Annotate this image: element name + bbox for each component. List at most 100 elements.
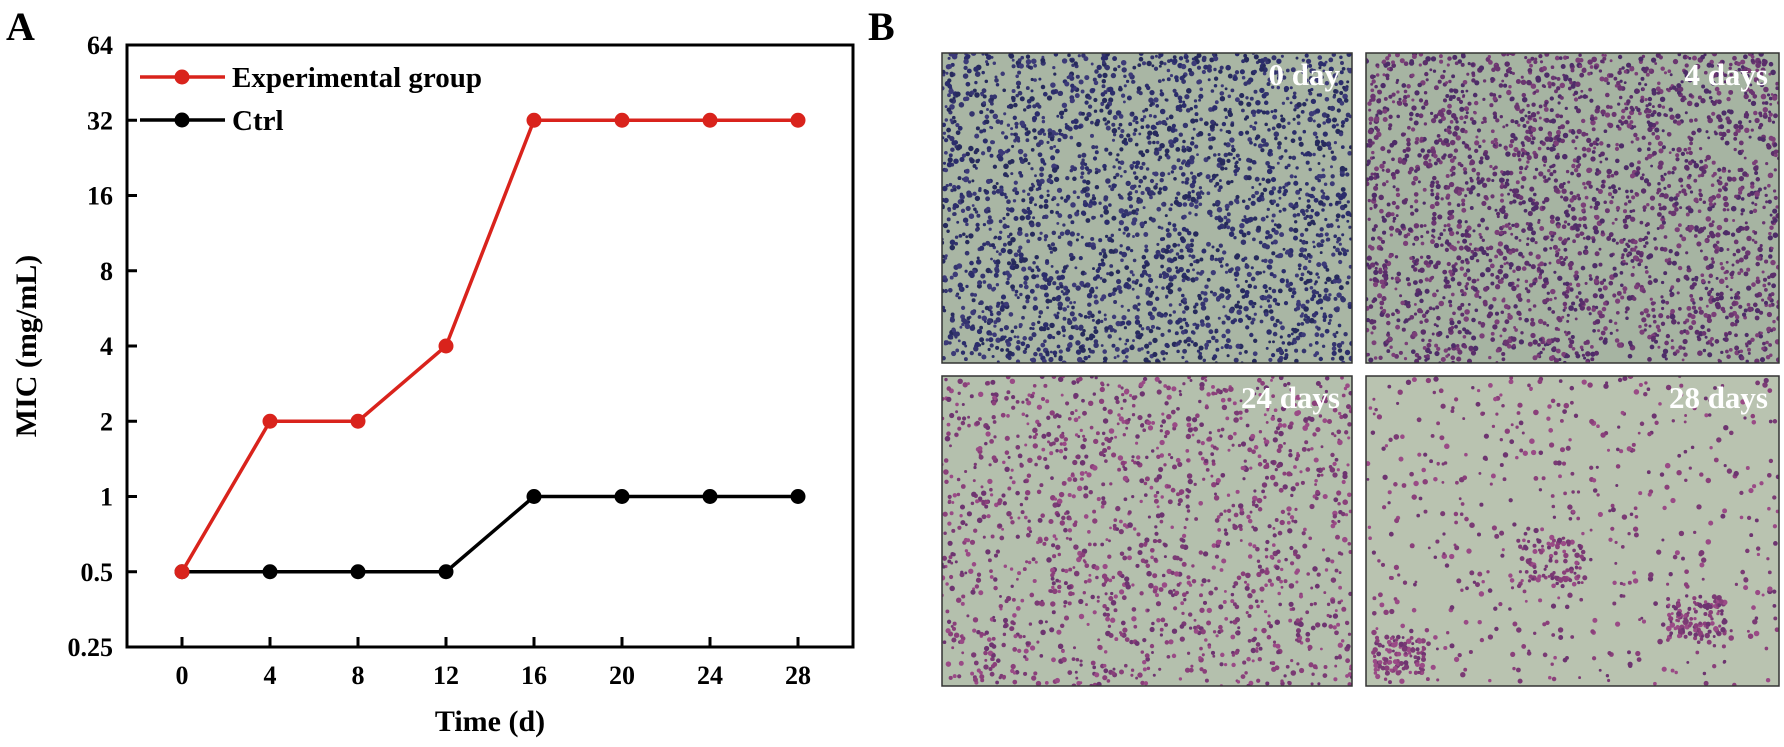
bacterium-cell (1118, 337, 1122, 341)
bacterium-cell (985, 196, 991, 202)
bacterium-cell (1412, 331, 1418, 337)
bacterium-cell (1181, 180, 1185, 184)
bacterium-cell (1113, 329, 1117, 333)
bacterium-cell (1727, 331, 1732, 336)
bacterium-cell (1133, 128, 1138, 133)
bacterium-cell (1221, 288, 1225, 292)
bacterium-cell (1153, 185, 1158, 190)
bacterium-cell (1728, 89, 1734, 95)
bacterium-cell (1518, 339, 1525, 345)
bacterium-cell (1189, 262, 1194, 267)
bacterium-cell (1064, 296, 1071, 302)
bacterium-cell (1249, 96, 1254, 101)
bacterium-cell (1016, 346, 1021, 351)
bacterium-cell (1281, 75, 1287, 80)
bacterium-cell (1084, 116, 1089, 122)
bacterium-cell (1304, 181, 1309, 186)
bacterium-cell (1512, 343, 1516, 348)
bacterium-cell (1016, 85, 1021, 89)
bacterium-cell (1112, 165, 1116, 169)
bacterium-cell (1207, 339, 1212, 344)
bacterium-cell (1005, 348, 1010, 352)
bacterium-cell (1092, 276, 1098, 281)
legend-marker (174, 112, 190, 128)
bacterium-cell (1590, 119, 1596, 126)
bacterium-cell (1435, 260, 1441, 266)
data-point (702, 112, 718, 128)
bacterium-cell (1375, 174, 1380, 179)
bacterium-cell (1312, 245, 1316, 249)
bacterium-cell (1180, 63, 1187, 70)
bacterium-cell (1581, 353, 1585, 357)
bacterium-cell (1191, 60, 1197, 67)
bacterium-cell (1108, 97, 1114, 103)
bacterium-cell (1318, 61, 1324, 67)
bacterium-cell (1140, 327, 1145, 331)
bacterium-cell (1525, 242, 1530, 247)
bacterium-cell (1625, 242, 1629, 247)
bacterium-cell (1469, 117, 1474, 121)
bacterium-cell (1029, 222, 1035, 228)
bacterium-cell (1699, 193, 1703, 198)
bacterium-cell (1600, 330, 1606, 336)
bacterium-cell (1511, 336, 1517, 342)
bacterium-cell (1176, 158, 1181, 163)
bacterium-cell (1337, 200, 1342, 205)
bacterium-cell (1182, 100, 1186, 104)
bacterium-cell (1110, 238, 1115, 243)
bacterium-cell (1462, 167, 1468, 172)
bacterium-cell (1163, 314, 1168, 318)
bacterium-cell (1098, 238, 1103, 243)
bacterium-cell (1685, 226, 1690, 231)
bacterium-cell (1145, 186, 1150, 192)
bacterium-cell (1377, 89, 1383, 95)
bacterium-cell (1650, 205, 1655, 211)
bacterium-cell (1521, 175, 1527, 182)
bacterium-cell (1511, 152, 1517, 158)
bacterium-cell (1187, 198, 1191, 202)
bacterium-cell (1520, 331, 1524, 335)
bacterium-cell (1751, 282, 1756, 287)
bacterium-cell (1348, 145, 1352, 150)
bacterium-cell (1083, 56, 1089, 62)
bacterium-cell (1313, 76, 1319, 82)
bacterium-cell (1131, 273, 1135, 277)
bacterium-cell (1594, 305, 1599, 310)
bacterium-cell (1493, 138, 1498, 142)
bacterium-cell (1340, 120, 1346, 125)
bacterium-cell (1683, 147, 1688, 152)
bacterium-cell (1623, 81, 1627, 85)
bacterium-cell (1671, 319, 1677, 325)
bacterium-cell (1703, 255, 1709, 261)
bacterium-cell (1546, 338, 1552, 345)
bacterium-cell (1175, 252, 1180, 256)
bacterium-cell (1656, 91, 1661, 95)
bacterium-cell (1214, 330, 1218, 334)
bacterium-cell (1159, 91, 1165, 97)
bacterium-cell (1698, 309, 1704, 315)
bacterium-cell (1735, 259, 1740, 264)
bacterium-cell (1170, 170, 1175, 174)
bacterium-cell (1047, 333, 1053, 340)
bacterium-cell (1654, 62, 1658, 65)
y-tick-label: 0.5 (81, 558, 114, 587)
bacterium-cell (960, 208, 966, 213)
bacterium-cell (1039, 231, 1043, 235)
bacterium-cell (1507, 192, 1511, 196)
bacterium-cell (1105, 104, 1110, 109)
bacterium-cell (1107, 292, 1113, 298)
bacterium-cell (1538, 53, 1543, 59)
bacterium-cell (1026, 192, 1031, 196)
bacterium-cell (1716, 224, 1723, 231)
bacterium-cell (1113, 300, 1118, 304)
bacterium-cell (1276, 223, 1282, 229)
bacterium-cell (1117, 65, 1121, 69)
bacterium-cell (1018, 156, 1023, 161)
bacterium-cell (1080, 171, 1085, 176)
bacterium-cell (1758, 72, 1764, 77)
bacterium-cell (1312, 222, 1316, 226)
bacterium-cell (1701, 330, 1707, 336)
bacterium-cell (1431, 234, 1434, 238)
bacterium-cell (1520, 79, 1527, 86)
bacterium-cell (1676, 90, 1682, 95)
